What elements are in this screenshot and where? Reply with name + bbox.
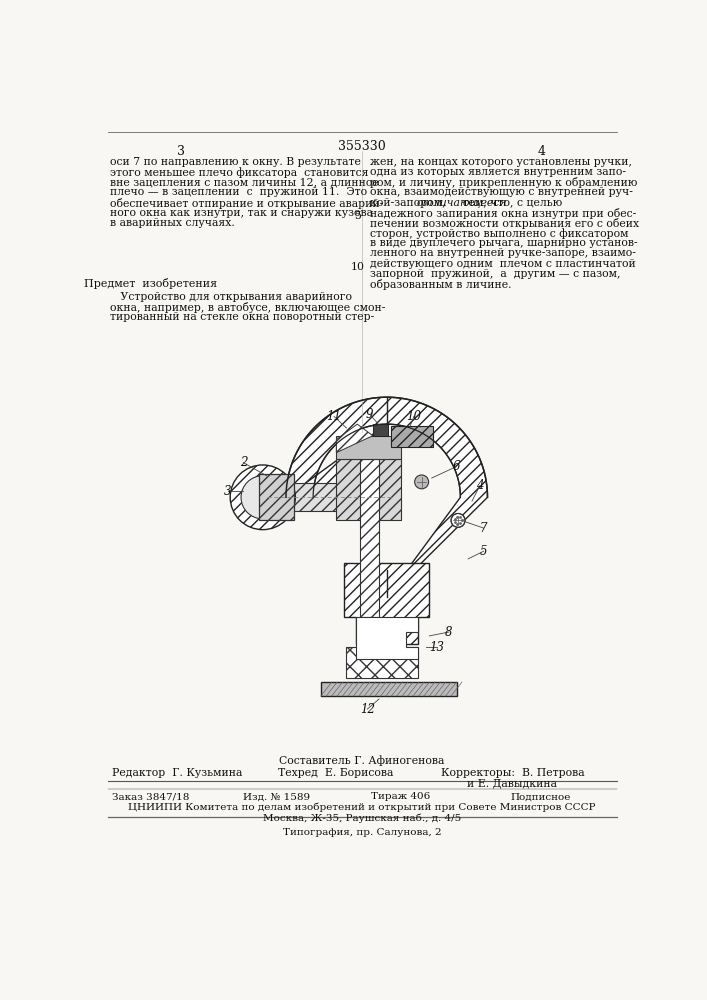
Text: этого меньшее плечо фиксатора  становится: этого меньшее плечо фиксатора становится	[110, 167, 368, 178]
Text: вне зацепления с пазом личины 12, а длинное: вне зацепления с пазом личины 12, а длин…	[110, 177, 379, 187]
Text: печении возможности открывания его с обеих: печении возможности открывания его с обе…	[370, 218, 639, 229]
Polygon shape	[344, 563, 429, 644]
Polygon shape	[346, 647, 418, 678]
Text: Корректоры:  В. Петрова: Корректоры: В. Петрова	[441, 768, 585, 778]
Text: окна, взаимодействующую с внутренней руч-: окна, взаимодействующую с внутренней руч…	[370, 187, 633, 197]
Text: в виде двуплечего рычага, шарнирно установ-: в виде двуплечего рычага, шарнирно устан…	[370, 238, 637, 248]
Text: оси 7 по направлению к окну. В результате: оси 7 по направлению к окну. В результат…	[110, 157, 361, 167]
Text: ного окна как изнутри, так и снаружи кузова: ного окна как изнутри, так и снаружи куз…	[110, 208, 373, 218]
Polygon shape	[286, 397, 488, 597]
Text: Заказ 3847/18: Заказ 3847/18	[112, 792, 189, 801]
Polygon shape	[360, 459, 379, 617]
Polygon shape	[259, 474, 293, 520]
Text: 5: 5	[480, 545, 487, 558]
Text: 355330: 355330	[338, 140, 386, 153]
Text: 4: 4	[538, 145, 546, 158]
Circle shape	[241, 476, 284, 519]
Text: 2: 2	[240, 456, 247, 469]
Circle shape	[414, 475, 428, 489]
Circle shape	[451, 513, 465, 527]
Polygon shape	[356, 617, 418, 659]
Text: запорной  пружиной,  а  другим — с пазом,: запорной пружиной, а другим — с пазом,	[370, 269, 620, 279]
Polygon shape	[337, 436, 401, 459]
Text: 3: 3	[224, 485, 232, 498]
Text: одна из которых является внутренним запо-: одна из которых является внутренним запо…	[370, 167, 626, 177]
Text: окна, например, в автобусе, включающее смон-: окна, например, в автобусе, включающее с…	[110, 302, 385, 313]
Text: 4: 4	[476, 479, 484, 492]
Text: 8: 8	[445, 626, 452, 639]
Text: 5: 5	[354, 211, 361, 221]
Text: отличающееся: отличающееся	[416, 198, 507, 208]
Text: Москва, Ж-35, Раушская наб., д. 4/5: Москва, Ж-35, Раушская наб., д. 4/5	[263, 814, 461, 823]
Text: 10: 10	[407, 410, 421, 423]
Text: Техред  Е. Борисова: Техред Е. Борисова	[279, 768, 394, 778]
Polygon shape	[279, 483, 391, 511]
Text: и Е. Давыдкина: и Е. Давыдкина	[467, 778, 556, 788]
Polygon shape	[337, 424, 373, 453]
Text: 12: 12	[360, 703, 375, 716]
Text: Устройство для открывания аварийного: Устройство для открывания аварийного	[110, 292, 352, 302]
Text: плечо — в зацеплении  с  пружиной 11.  Это: плечо — в зацеплении с пружиной 11. Это	[110, 187, 367, 197]
Text: Предмет  изобретения: Предмет изобретения	[84, 278, 217, 289]
Text: Редактор  Г. Кузьмина: Редактор Г. Кузьмина	[112, 768, 242, 778]
Text: сторон, устройство выполнено с фиксатором: сторон, устройство выполнено с фиксаторо…	[370, 228, 629, 239]
Text: действующего одним  плечом с пластинчатой: действующего одним плечом с пластинчатой	[370, 259, 636, 269]
Text: ром, и личину, прикрепленную к обрамлению: ром, и личину, прикрепленную к обрамлени…	[370, 177, 637, 188]
Text: надежного запирания окна изнутри при обес-: надежного запирания окна изнутри при обе…	[370, 208, 636, 219]
Text: Типография, пр. Салунова, 2: Типография, пр. Салунова, 2	[283, 828, 441, 837]
Text: Составитель Г. Афиногенова: Составитель Г. Афиногенова	[279, 755, 445, 766]
Text: 13: 13	[430, 641, 445, 654]
Circle shape	[230, 465, 296, 530]
Text: 10: 10	[350, 262, 364, 272]
Text: жен, на концах которого установлены ручки,: жен, на концах которого установлены ручк…	[370, 157, 631, 167]
Text: 11: 11	[327, 410, 341, 423]
Text: тем, что, с целью: тем, что, с целью	[460, 198, 563, 208]
Text: 3: 3	[177, 145, 185, 158]
Text: в аварийных случаях.: в аварийных случаях.	[110, 218, 235, 228]
Text: образованным в личине.: образованным в личине.	[370, 279, 511, 290]
Text: 9: 9	[366, 408, 373, 421]
Text: обеспечивает отпирание и открывание аварий-: обеспечивает отпирание и открывание авар…	[110, 198, 383, 209]
Text: кой-запором,: кой-запором,	[370, 198, 449, 208]
Bar	[373, 424, 388, 436]
Polygon shape	[321, 682, 457, 696]
Text: Тираж 406: Тираж 406	[371, 792, 431, 801]
Text: Подписное: Подписное	[510, 792, 571, 801]
Text: ЦНИИПИ Комитета по делам изобретений и открытий при Совете Министров СССР: ЦНИИПИ Комитета по делам изобретений и о…	[128, 803, 596, 812]
Text: Изд. № 1589: Изд. № 1589	[243, 792, 310, 801]
Text: тированный на стекле окна поворотный стер-: тированный на стекле окна поворотный сте…	[110, 312, 374, 322]
Text: 7: 7	[480, 522, 487, 535]
Bar	[391, 426, 433, 447]
Text: ленного на внутренней ручке-запоре, взаимо-: ленного на внутренней ручке-запоре, взаи…	[370, 248, 636, 258]
Polygon shape	[337, 459, 401, 520]
Text: 6: 6	[452, 460, 460, 473]
